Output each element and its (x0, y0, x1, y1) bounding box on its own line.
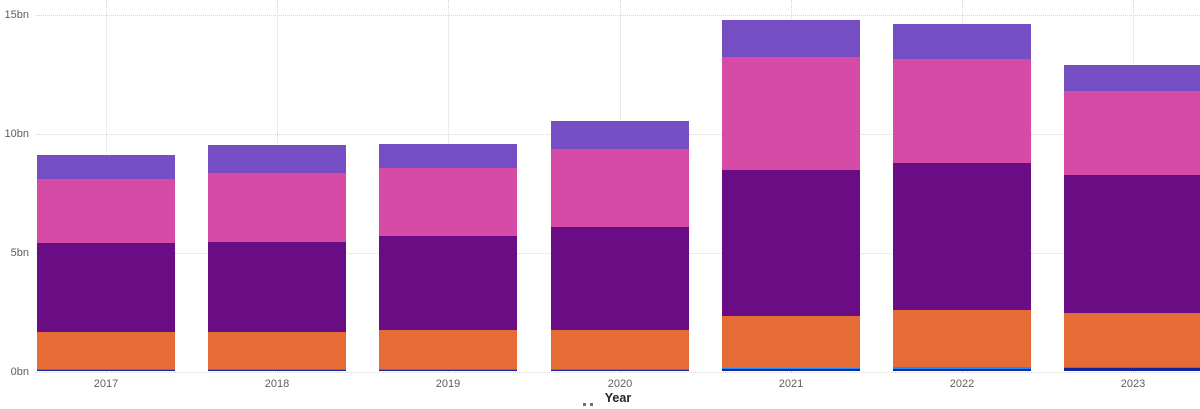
cut-off-text-fragment (583, 403, 597, 409)
y-tick-5bn: 5bn (10, 246, 29, 259)
x-tick-2018: 2018 (264, 378, 290, 390)
bar-2023-navy-segment[interactable] (1064, 367, 1200, 372)
bar-2019-magenta-segment[interactable] (379, 168, 517, 236)
bar-2022-navy-segment[interactable] (893, 368, 1031, 372)
bar-2021-violet-segment[interactable] (722, 19, 860, 58)
bar-2018-violet-segment[interactable] (208, 144, 346, 174)
bar-2017-dark-purple-segment[interactable] (37, 243, 175, 333)
bar-2021-light-blue-segment[interactable] (722, 368, 860, 370)
bar-2021-navy-segment[interactable] (722, 369, 860, 372)
bar-2017-magenta-segment[interactable] (37, 178, 175, 244)
bar-2023-light-blue-segment[interactable] (1064, 366, 1200, 368)
x-tick-2019: 2019 (435, 378, 461, 390)
bar-2017-navy-segment[interactable] (37, 369, 175, 372)
x-tick-2023: 2023 (1120, 378, 1146, 390)
bar-2017-orange-segment[interactable] (37, 332, 175, 369)
y-tick-10bn: 10bn (4, 127, 29, 140)
bar-2017-light-blue-segment[interactable] (37, 368, 175, 370)
bar-2021-orange-segment[interactable] (722, 315, 860, 369)
bar-2022-violet-segment[interactable] (893, 23, 1031, 60)
bar-2021-dark-purple-segment[interactable] (722, 169, 860, 316)
bar-2023-magenta-segment[interactable] (1064, 90, 1200, 175)
y-tick-15bn: 15bn (4, 8, 29, 21)
bar-2022-orange-segment[interactable] (893, 309, 1031, 368)
bar-2018-orange-segment[interactable] (208, 332, 346, 369)
x-tick-2017: 2017 (93, 378, 119, 390)
bar-2023-dark-purple-segment[interactable] (1064, 174, 1200, 313)
bar-2022-magenta-segment[interactable] (893, 59, 1031, 163)
bar-2018-light-blue-segment[interactable] (208, 368, 346, 370)
bar-2019-violet-segment[interactable] (379, 144, 517, 169)
x-axis-title: Year (604, 391, 632, 405)
bar-2021-magenta-segment[interactable] (722, 57, 860, 170)
bar-2022-light-blue-segment[interactable] (893, 367, 1031, 369)
bar-2018-dark-purple-segment[interactable] (208, 242, 346, 332)
bar-2020-magenta-segment[interactable] (551, 149, 689, 228)
bar-2020-violet-segment[interactable] (551, 120, 689, 150)
bar-2022-dark-purple-segment[interactable] (893, 162, 1031, 310)
bar-2019-navy-segment[interactable] (379, 369, 517, 372)
bar-2017-violet-segment[interactable] (37, 154, 175, 179)
h-gridline-15bn (36, 14, 1200, 16)
bar-2019-orange-segment[interactable] (379, 330, 517, 369)
bar-2020-dark-purple-segment[interactable] (551, 227, 689, 330)
bar-2020-light-blue-segment[interactable] (551, 368, 689, 370)
bar-2023-violet-segment[interactable] (1064, 65, 1200, 91)
bar-2019-light-blue-segment[interactable] (379, 368, 517, 370)
h-gridline-0bn (36, 371, 1200, 373)
bar-2020-orange-segment[interactable] (551, 329, 689, 369)
bar-2020-navy-segment[interactable] (551, 369, 689, 372)
bar-2019-dark-purple-segment[interactable] (379, 235, 517, 331)
y-tick-0bn: 0bn (10, 365, 29, 378)
x-tick-2021: 2021 (778, 378, 804, 390)
bar-2018-magenta-segment[interactable] (208, 173, 346, 243)
x-tick-2020: 2020 (607, 378, 633, 390)
bar-2023-orange-segment[interactable] (1064, 312, 1200, 367)
x-tick-2022: 2022 (949, 378, 975, 390)
bar-2018-navy-segment[interactable] (208, 369, 346, 372)
